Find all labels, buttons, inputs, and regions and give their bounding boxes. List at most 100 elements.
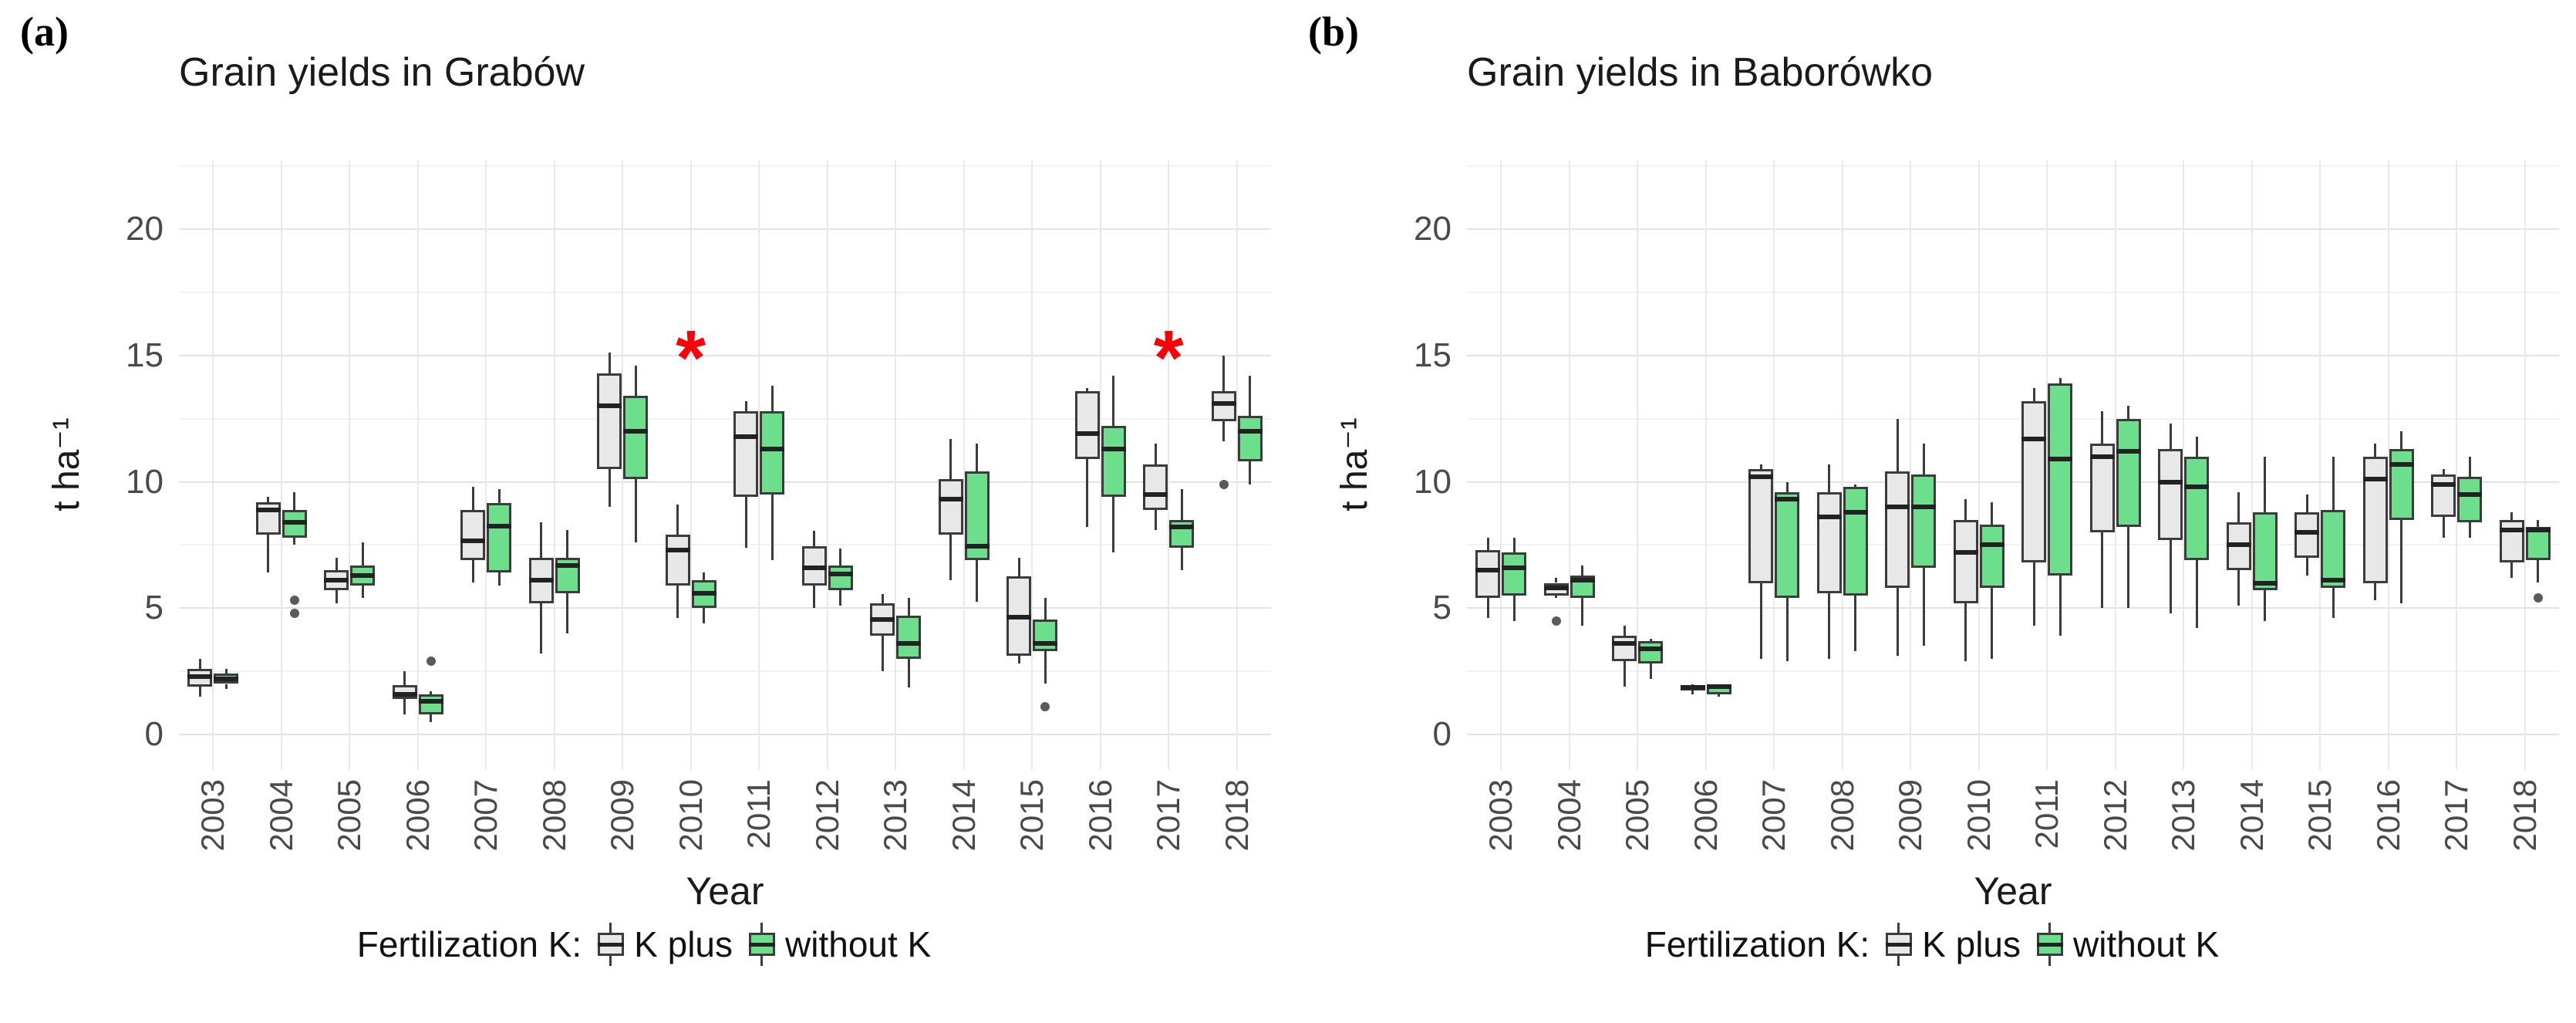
box-K-plus-2017 bbox=[2431, 474, 2456, 518]
whisker-upper-without-K-2007 bbox=[497, 489, 501, 504]
median-K-plus-2016 bbox=[2362, 477, 2388, 482]
median-K-plus-2014 bbox=[2226, 542, 2251, 548]
whisker-lower-without-K-2016 bbox=[1112, 497, 1115, 553]
whisker-lower-K-plus-2015 bbox=[1017, 656, 1020, 664]
whisker-lower-K-plus-2003 bbox=[1486, 598, 1489, 619]
gridline-vertical bbox=[2114, 160, 2116, 770]
legend-item-k-plus: K plus bbox=[1885, 923, 2021, 966]
x-tick-label: 2004 bbox=[262, 779, 299, 852]
whisker-lower-K-plus-2004 bbox=[267, 535, 270, 573]
whisker-lower-without-K-2006 bbox=[1718, 694, 1721, 697]
panel-b-tag: (b) bbox=[1308, 8, 1359, 55]
x-tick-label: 2009 bbox=[604, 779, 641, 852]
median-K-plus-2005 bbox=[324, 578, 349, 583]
whisker-lower-without-K-2017 bbox=[1180, 547, 1183, 571]
whisker-upper-K-plus-2008 bbox=[1828, 464, 1831, 492]
whisker-upper-K-plus-2011 bbox=[744, 400, 747, 411]
whisker-upper-without-K-2017 bbox=[2468, 456, 2471, 477]
median-without-K-2016 bbox=[1101, 446, 1126, 451]
gridline-vertical bbox=[2319, 160, 2321, 770]
y-tick-label: 5 bbox=[1432, 589, 1452, 627]
gridline-minor-horizontal bbox=[179, 670, 1271, 673]
gridline-major-horizontal bbox=[1467, 354, 2559, 356]
whisker-upper-without-K-2016 bbox=[2400, 431, 2403, 449]
whisker-lower-without-K-2006 bbox=[430, 714, 433, 722]
whisker-lower-without-K-2015 bbox=[1044, 650, 1047, 684]
x-tick-label: 2011 bbox=[740, 779, 777, 849]
whisker-lower-K-plus-2016 bbox=[2374, 582, 2377, 601]
box-K-plus-2010 bbox=[665, 535, 690, 586]
whisker-lower-K-plus-2005 bbox=[335, 590, 338, 603]
x-tick-label: 2016 bbox=[1081, 779, 1118, 852]
median-K-plus-2015 bbox=[1006, 614, 1032, 620]
whisker-lower-K-plus-2013 bbox=[881, 636, 884, 672]
box-K-plus-2018 bbox=[2499, 519, 2524, 563]
legend-item-label: without K bbox=[2073, 924, 2220, 964]
whisker-lower-K-plus-2007 bbox=[1759, 582, 1762, 659]
x-tick-label: 2003 bbox=[194, 779, 231, 852]
gridline-vertical bbox=[1236, 160, 1238, 770]
whisker-upper-K-plus-2018 bbox=[2510, 512, 2514, 520]
box-without-K-2003 bbox=[1502, 552, 1527, 596]
whisker-lower-without-K-2009 bbox=[634, 479, 637, 543]
median-K-plus-2015 bbox=[2294, 530, 2320, 535]
median-without-K-2009 bbox=[1911, 505, 1937, 510]
median-without-K-2007 bbox=[487, 523, 512, 528]
box-without-K-2007 bbox=[1775, 491, 1800, 599]
whisker-lower-K-plus-2011 bbox=[744, 497, 747, 548]
box-without-K-2016 bbox=[2389, 448, 2414, 520]
box-without-K-2010 bbox=[1979, 525, 2004, 589]
whisker-upper-without-K-2004 bbox=[293, 491, 296, 510]
median-without-K-2003 bbox=[214, 676, 239, 681]
whisker-upper-without-K-2012 bbox=[2127, 406, 2130, 419]
median-K-plus-2006 bbox=[392, 691, 417, 697]
whisker-upper-without-K-2012 bbox=[839, 549, 842, 566]
boxplot-key-icon bbox=[1885, 923, 1913, 966]
box-K-plus-2018 bbox=[1211, 390, 1236, 421]
gridline-vertical bbox=[2456, 160, 2458, 770]
median-K-plus-2008 bbox=[1816, 515, 1842, 520]
whisker-lower-K-plus-2014 bbox=[2237, 570, 2241, 606]
legend-item-label: K plus bbox=[1922, 924, 2021, 964]
x-tick-label: 2018 bbox=[2506, 779, 2543, 852]
whisker-upper-without-K-2008 bbox=[566, 529, 569, 558]
box-without-K-2015 bbox=[2321, 509, 2346, 589]
whisker-upper-K-plus-2009 bbox=[1896, 418, 1899, 472]
outlier-without-K-2006 bbox=[426, 657, 436, 667]
median-without-K-2010 bbox=[691, 590, 716, 596]
gridline-vertical bbox=[553, 160, 555, 770]
x-tick-label: 2009 bbox=[1892, 779, 1929, 852]
box-without-K-2005 bbox=[1638, 640, 1664, 664]
gridline-vertical bbox=[1031, 160, 1033, 770]
gridline-major-horizontal bbox=[179, 734, 1271, 735]
gridline-minor-horizontal bbox=[1467, 417, 2559, 420]
median-without-K-2006 bbox=[418, 699, 443, 704]
gridline-vertical bbox=[895, 160, 897, 770]
whisker-lower-K-plus-2018 bbox=[1222, 420, 1226, 442]
legend-item-label: K plus bbox=[634, 924, 733, 964]
whisker-lower-without-K-2003 bbox=[1512, 595, 1516, 621]
whisker-lower-K-plus-2003 bbox=[198, 686, 201, 697]
gridline-major-horizontal bbox=[179, 481, 1271, 483]
whisker-upper-K-plus-2017 bbox=[1154, 444, 1157, 464]
box-without-K-2009 bbox=[1911, 474, 1937, 568]
whisker-upper-without-K-2010 bbox=[1991, 501, 1994, 525]
whisker-upper-without-K-2004 bbox=[1581, 565, 1584, 576]
whisker-lower-without-K-2009 bbox=[1922, 567, 1925, 647]
x-tick-label: 2012 bbox=[808, 779, 845, 852]
whisker-upper-K-plus-2012 bbox=[2101, 410, 2104, 444]
x-tick-label: 2005 bbox=[331, 779, 368, 852]
outlier-without-K-2004 bbox=[289, 596, 299, 606]
whisker-lower-K-plus-2005 bbox=[1623, 661, 1626, 687]
gridline-minor-horizontal bbox=[1467, 670, 2559, 673]
box-K-plus-2015 bbox=[2294, 512, 2320, 558]
box-without-K-2015 bbox=[1033, 619, 1058, 651]
box-K-plus-2003 bbox=[1475, 549, 1501, 599]
median-K-plus-2004 bbox=[1543, 586, 1569, 591]
whisker-lower-without-K-2007 bbox=[497, 572, 501, 586]
gridline-vertical bbox=[1978, 160, 1980, 770]
median-without-K-2015 bbox=[2321, 578, 2346, 583]
gridline-vertical bbox=[485, 160, 487, 770]
